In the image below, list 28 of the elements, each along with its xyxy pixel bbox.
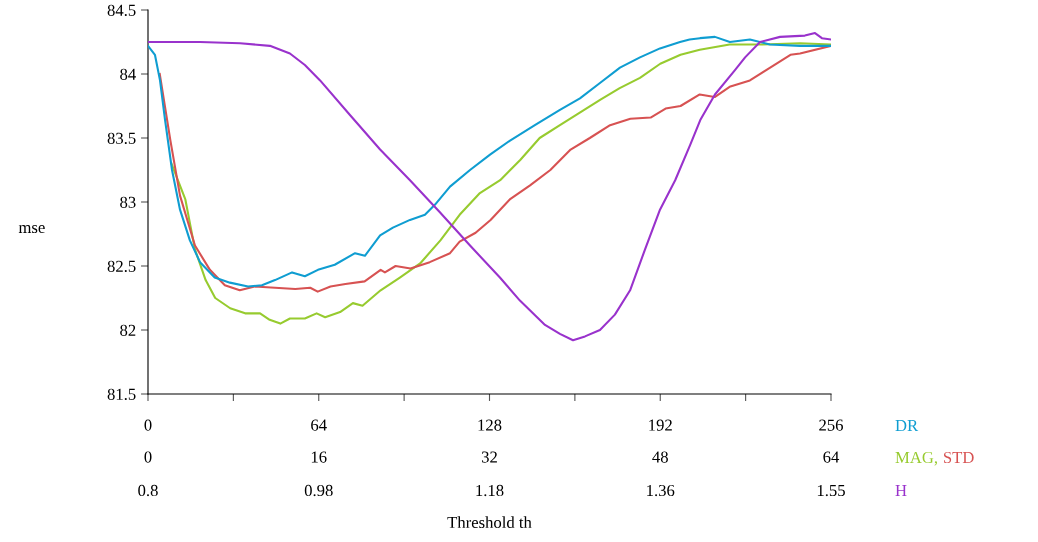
x-tick-label: 128 [478,419,502,431]
text: H [895,485,907,496]
x2-tick-label: 16 [311,451,327,463]
text: 0.8 [138,484,158,497]
y-axis-title: mse [18,225,45,234]
x-axis-title: Threshold th [447,516,532,529]
y-tick-label: 82 [120,324,136,336]
text: 1.55 [817,484,845,497]
y-tick-label: 82.5 [107,260,136,273]
x2-tick-label: 32 [481,451,497,463]
text: STD [943,451,974,464]
y-tick-label: 84 [120,68,136,80]
x-tick-label: 64 [311,419,327,431]
text: 1.36 [647,484,675,497]
text: MAG, [895,451,938,466]
x2-tick-label: 48 [652,451,668,463]
y-tick-label: 83.5 [107,132,136,145]
x-tick-label: 256 [819,419,843,431]
y-tick-label: 81.5 [107,388,136,401]
x2-tick-label: 64 [823,451,840,463]
text: DR [895,420,919,432]
text: 0.98 [304,484,333,497]
x2-tick-label: 0 [144,451,152,463]
text: 1.18 [476,484,504,497]
y-tick-label: 84.5 [107,4,136,17]
x-tick-label: 0 [144,419,152,431]
x-tick-label: 192 [649,419,672,431]
y-tick-label: 83 [120,196,136,208]
